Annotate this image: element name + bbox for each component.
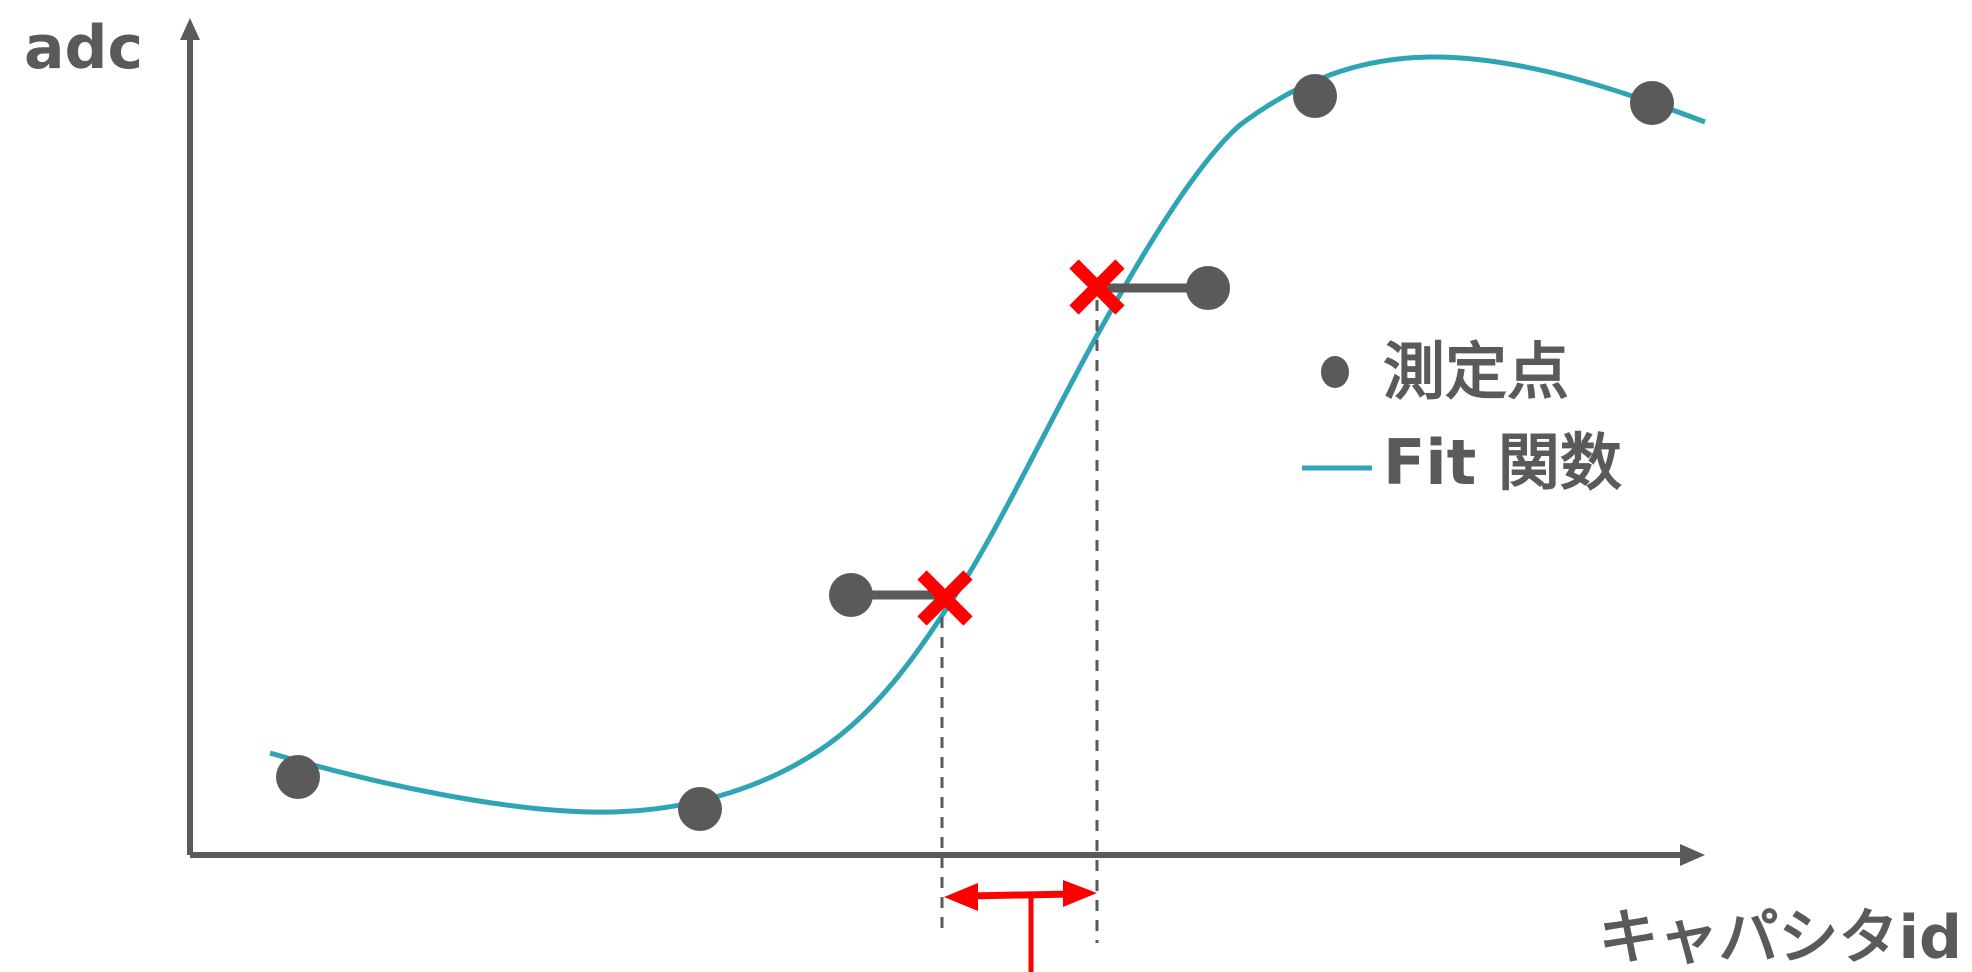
measured-point bbox=[1630, 81, 1674, 125]
fit-curve bbox=[269, 54, 1706, 815]
measured-point bbox=[1293, 74, 1337, 118]
legend-dot-icon bbox=[1321, 356, 1349, 388]
interval-arrow bbox=[944, 880, 1097, 972]
y-axis-label: adc bbox=[24, 13, 143, 83]
legend-item-fit: Fit 関数 bbox=[1302, 426, 1622, 499]
measured-point bbox=[276, 755, 320, 799]
x-axis bbox=[190, 844, 1705, 866]
measured-point bbox=[678, 787, 722, 831]
measured-points bbox=[276, 74, 1674, 831]
cross-marker-left bbox=[917, 570, 973, 626]
legend: 測定点 Fit 関数 bbox=[1302, 335, 1622, 499]
cross-marker-right bbox=[1069, 259, 1125, 315]
y-axis bbox=[180, 18, 200, 855]
x-axis-label: キャパシタid bbox=[1598, 903, 1962, 972]
measured-point bbox=[829, 573, 873, 617]
measured-point bbox=[1186, 266, 1230, 310]
legend-item-measured: 測定点 bbox=[1321, 335, 1569, 408]
x-axis-arrowhead bbox=[1680, 844, 1705, 866]
legend-label-fit: Fit 関数 bbox=[1383, 426, 1622, 499]
legend-label-measured: 測定点 bbox=[1383, 335, 1569, 408]
y-axis-arrowhead bbox=[180, 18, 200, 40]
